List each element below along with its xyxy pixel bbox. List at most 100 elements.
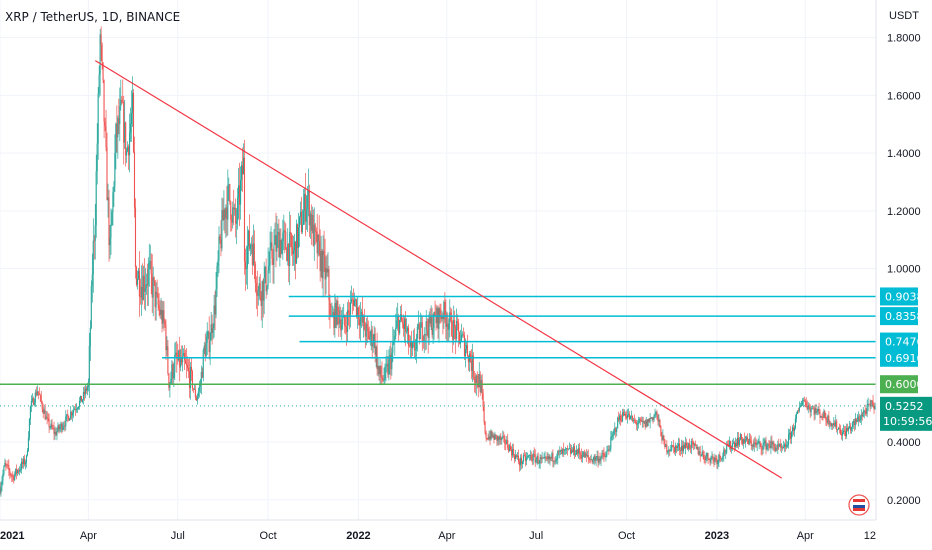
candle: [67, 409, 69, 423]
candle: [701, 445, 703, 457]
candle: [144, 267, 146, 311]
time-axis[interactable]: 2021 Apr Jul Oct 2022 Apr Jul Oct 2023 Apr 12: [0, 530, 876, 542]
candle: [325, 256, 327, 295]
candle: [200, 365, 202, 395]
candle: [527, 454, 529, 459]
candle: [777, 440, 779, 455]
candle: [501, 437, 503, 445]
candle: [4, 458, 6, 467]
candle: [58, 424, 60, 434]
candle: [437, 304, 439, 339]
candle: [245, 245, 247, 285]
candle: [368, 326, 370, 341]
price-axis[interactable]: 1.8000 1.6000 1.4000 1.2000 1.0000 0.4000 0.20…: [887, 33, 921, 507]
candle: [310, 204, 312, 245]
candle: [764, 438, 766, 447]
candle: [614, 422, 616, 436]
candle: [79, 395, 82, 404]
candle: [228, 177, 230, 201]
candle: [790, 431, 793, 445]
candle: [510, 442, 512, 451]
candle: [157, 287, 159, 311]
candle: [159, 300, 161, 319]
candle: [610, 431, 612, 453]
candle: [849, 422, 851, 434]
candle: [644, 419, 646, 430]
candle: [476, 371, 478, 389]
candle: [645, 416, 647, 428]
candle: [174, 342, 176, 380]
candle: [811, 405, 813, 410]
candle: [350, 285, 353, 304]
price-tick-label: 1.8000: [887, 33, 921, 45]
time-tick-label: Apr: [438, 530, 455, 542]
candle: [674, 446, 676, 455]
candle: [154, 279, 156, 321]
candle: [176, 341, 178, 373]
candle: [637, 416, 639, 429]
candle: [492, 432, 494, 439]
candle: [288, 243, 290, 283]
candle: [458, 318, 460, 348]
candle: [521, 460, 523, 469]
candle: [655, 411, 657, 418]
candle: [74, 406, 76, 411]
candle: [710, 455, 712, 465]
candle: [466, 334, 468, 358]
candle: [720, 456, 722, 462]
candle: [85, 385, 87, 394]
candle: [265, 258, 267, 299]
price-tick-label: 1.4000: [887, 148, 921, 160]
candle: [396, 307, 398, 329]
candle: [406, 325, 409, 344]
candle: [635, 419, 637, 431]
candle: [518, 458, 521, 472]
candle: [222, 198, 224, 221]
candle: [372, 334, 374, 353]
candle: [388, 349, 390, 381]
candle: [612, 431, 614, 441]
candle: [589, 455, 591, 464]
candle: [723, 446, 725, 462]
candle: [401, 304, 403, 322]
candle: [549, 454, 551, 466]
candle: [50, 420, 52, 430]
flag-icon[interactable]: [848, 494, 870, 516]
candle: [307, 168, 309, 217]
descending-trendline[interactable]: [94, 60, 783, 479]
candle: [694, 440, 696, 447]
candle: [665, 443, 667, 448]
candle: [621, 414, 623, 423]
candle: [808, 403, 810, 410]
candle: [211, 314, 213, 345]
candle: [760, 442, 762, 456]
candle: [263, 261, 265, 315]
candle: [77, 406, 80, 411]
candle: [48, 413, 50, 433]
candle: [134, 198, 137, 279]
candle: [483, 401, 485, 425]
candle: [311, 206, 313, 234]
candle: [718, 453, 720, 467]
candle: [81, 398, 83, 404]
candlestick-series: [0, 26, 876, 497]
candle: [540, 454, 542, 464]
candle: [359, 301, 361, 341]
candle: [216, 262, 218, 297]
candle: [667, 450, 669, 455]
candle: [569, 444, 572, 458]
candle: [747, 438, 749, 446]
candle: [596, 450, 598, 461]
candle: [381, 361, 383, 386]
candle: [778, 438, 780, 451]
candle: [173, 362, 175, 388]
candle: [845, 423, 848, 439]
candle: [622, 408, 624, 423]
candle: [707, 452, 709, 464]
candle: [321, 248, 323, 289]
candle: [160, 297, 162, 320]
candle: [291, 232, 293, 256]
candle: [605, 451, 607, 462]
candle: [700, 454, 702, 457]
